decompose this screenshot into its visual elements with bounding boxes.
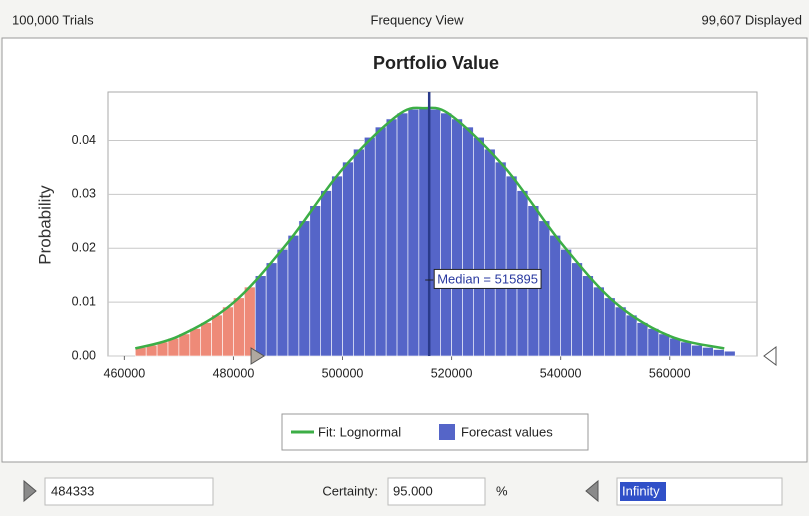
median-label-box	[433, 268, 542, 289]
bar	[309, 205, 321, 357]
certainty-input[interactable]	[387, 477, 486, 506]
lower-grabber[interactable]	[23, 479, 37, 503]
bar	[549, 235, 561, 357]
legend-label: Forecast values	[461, 424, 553, 439]
top-bar	[0, 0, 809, 36]
y-tick-label: 0.00	[72, 348, 96, 362]
bar	[451, 118, 463, 357]
bar	[429, 108, 441, 357]
upper-grabber[interactable]	[585, 479, 599, 503]
bar	[298, 220, 311, 357]
bar	[320, 190, 332, 357]
legend-label: Fit: Lognormal	[318, 424, 401, 439]
bar	[189, 328, 202, 357]
bar	[625, 314, 638, 357]
bar	[233, 297, 245, 357]
y-tick-label: 0.04	[72, 133, 96, 147]
y-tick-label: 0.01	[72, 294, 96, 308]
bar	[593, 286, 605, 357]
bar	[353, 148, 365, 357]
upper-value: Infinity	[622, 483, 660, 498]
bar	[603, 297, 616, 357]
y-tick-label: 0.03	[72, 187, 96, 201]
bar	[222, 306, 234, 357]
selection-highlight	[620, 482, 666, 501]
bar	[691, 344, 703, 357]
bar	[396, 112, 409, 357]
bar	[505, 175, 518, 357]
bar	[244, 286, 256, 357]
bar	[582, 275, 594, 357]
x-tick-label: 500000	[322, 366, 364, 380]
lower-value: 484333	[51, 483, 94, 498]
bar	[331, 175, 343, 357]
bar	[254, 275, 267, 357]
upper-marker[interactable]	[763, 346, 777, 366]
x-tick-label: 540000	[540, 366, 582, 380]
bar	[178, 333, 191, 357]
bar	[276, 249, 289, 357]
bar	[462, 126, 474, 357]
bar	[484, 148, 496, 357]
bar	[614, 306, 627, 357]
bar	[669, 337, 681, 357]
displayed-count: 99,607 Displayed	[702, 12, 802, 27]
bar	[702, 347, 714, 357]
lower-marker[interactable]	[250, 347, 266, 365]
bar	[560, 249, 572, 357]
x-tick-label: 520000	[431, 366, 473, 380]
legend	[281, 413, 589, 451]
bar	[287, 235, 300, 357]
lower-input[interactable]	[44, 477, 214, 506]
bar	[723, 350, 736, 357]
bar	[407, 108, 420, 357]
view-name[interactable]: Frequency View	[371, 12, 465, 27]
bar	[680, 341, 692, 357]
certainty-value: 95.000	[393, 483, 433, 498]
bar	[374, 126, 387, 357]
bar	[342, 161, 354, 357]
bar	[265, 262, 278, 357]
bar	[494, 161, 507, 357]
legend-bar-swatch	[439, 424, 455, 440]
median-label: Median = 515895	[437, 271, 538, 286]
bar	[647, 328, 660, 357]
certainty-unit: %	[496, 483, 508, 498]
bar	[211, 314, 223, 357]
bar	[364, 136, 376, 357]
x-tick-label: 460000	[104, 366, 146, 380]
bar	[658, 333, 671, 357]
x-tick-label: 560000	[649, 366, 691, 380]
bar	[571, 262, 583, 357]
bar	[636, 322, 649, 357]
trials-count: 100,000 Trials	[12, 12, 94, 27]
y-tick-label: 0.02	[72, 241, 96, 255]
bar	[473, 136, 485, 357]
chart-title: Portfolio Value	[373, 53, 499, 73]
plot: 0.00 0.01 0.02 0.03 0.04 460000 480000 500000 52…	[72, 91, 777, 380]
bar	[713, 349, 725, 357]
certainty-label: Certainty:	[322, 483, 378, 498]
fit-line	[134, 106, 725, 350]
bar	[440, 112, 452, 357]
bar	[200, 322, 212, 357]
x-tick-label: 480000	[213, 366, 255, 380]
y-axis-label: Probability	[35, 185, 54, 265]
bar	[385, 118, 398, 357]
